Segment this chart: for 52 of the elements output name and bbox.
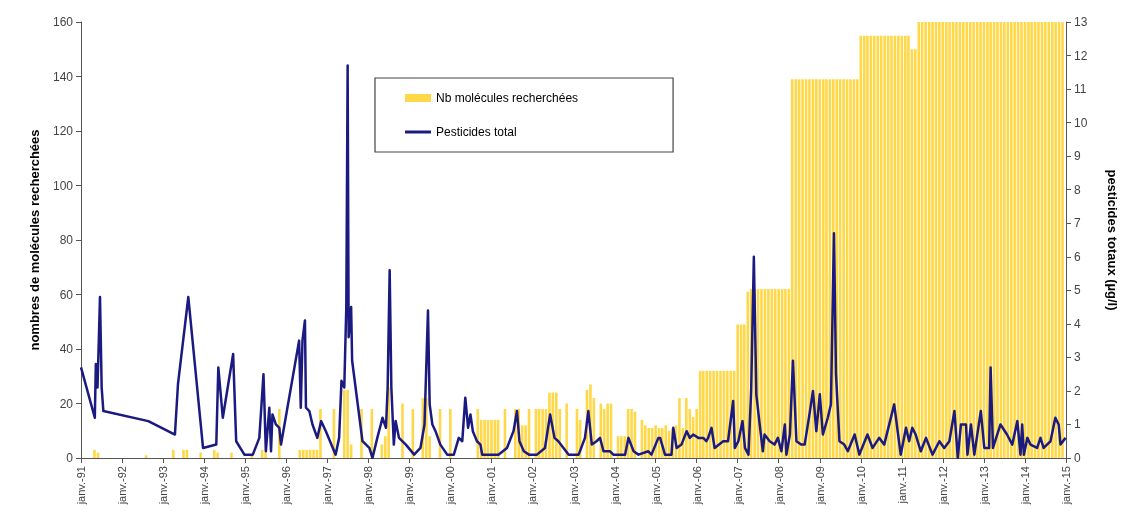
y2-tick-label: 7 [1074, 216, 1081, 231]
y2-tick-label: 9 [1074, 149, 1081, 164]
y-tick-label: 40 [59, 342, 74, 356]
x-tick-label: janv.-91 [75, 466, 87, 506]
y2-tick-label: 0 [1074, 451, 1081, 465]
y2-tick-label: 1 [1074, 417, 1081, 432]
x-tick-label: janv.-07 [731, 466, 744, 506]
x-tick-label: janv.-04 [608, 466, 621, 506]
x-tick-label: janv.-06 [690, 466, 703, 506]
x-tick-label: janv.-94 [198, 466, 211, 506]
y2-tick-label: 13 [1074, 15, 1088, 29]
x-tick-label: janv.-13 [977, 466, 990, 506]
x-tick-label: janv.-08 [772, 466, 785, 506]
x-tick-label: janv.-02 [526, 466, 539, 506]
x-tick-label: janv.-01 [485, 466, 498, 506]
y-tick-label: 100 [52, 178, 74, 193]
x-tick-label: janv.-00 [444, 466, 457, 506]
x-tick-label: janv.-10 [854, 466, 867, 506]
x-tick-label: janv.-99 [403, 466, 416, 506]
y2-tick-label: 3 [1074, 350, 1081, 365]
y-tick-label: 60 [59, 287, 74, 302]
x-tick-label: janv.-97 [321, 466, 334, 506]
y2-tick-label: 5 [1074, 283, 1081, 298]
x-tick-label: janv.-95 [239, 466, 252, 506]
y2-tick-label: 11 [1074, 82, 1087, 97]
x-tick-label: janv.-96 [280, 466, 293, 506]
y-tick-label: 160 [52, 15, 74, 29]
x-tick-label: janv.-15 [1060, 466, 1072, 506]
x-tick-label: janv.-09 [813, 466, 826, 506]
y-tick-label: 120 [52, 124, 74, 138]
x-tick-label: janv.-03 [567, 466, 580, 506]
x-tick-label: janv.-93 [157, 466, 170, 506]
y2-tick-label: 12 [1074, 48, 1088, 63]
y-axis-title: nombres de molécules recherchées [27, 129, 42, 351]
y2-tick-label: 10 [1074, 115, 1088, 130]
x-tick-label: janv.-14 [1018, 466, 1031, 506]
y2-tick-label: 4 [1074, 316, 1081, 331]
x-tick-label: janv.-98 [362, 466, 375, 506]
x-tick-label: janv.-92 [116, 466, 129, 506]
y2-tick-label: 8 [1074, 182, 1081, 197]
y2-tick-label: 6 [1074, 249, 1081, 264]
y-tick-label: 20 [59, 396, 74, 411]
legend-label: Pesticides total [436, 125, 517, 139]
y-tick-label: 80 [59, 233, 74, 247]
x-tick-label: janv.-12 [936, 466, 949, 506]
legend-label: Nb molécules recherchées [436, 91, 579, 105]
y2-axis-title: pesticides totaux (µg/l) [1105, 169, 1120, 311]
x-tick-label: janv.-05 [649, 466, 662, 506]
x-tick-label: janv.-11 [895, 466, 908, 505]
y-tick-label: 140 [52, 69, 74, 84]
y2-tick-label: 2 [1074, 383, 1081, 398]
y-tick-label: 0 [66, 451, 74, 465]
